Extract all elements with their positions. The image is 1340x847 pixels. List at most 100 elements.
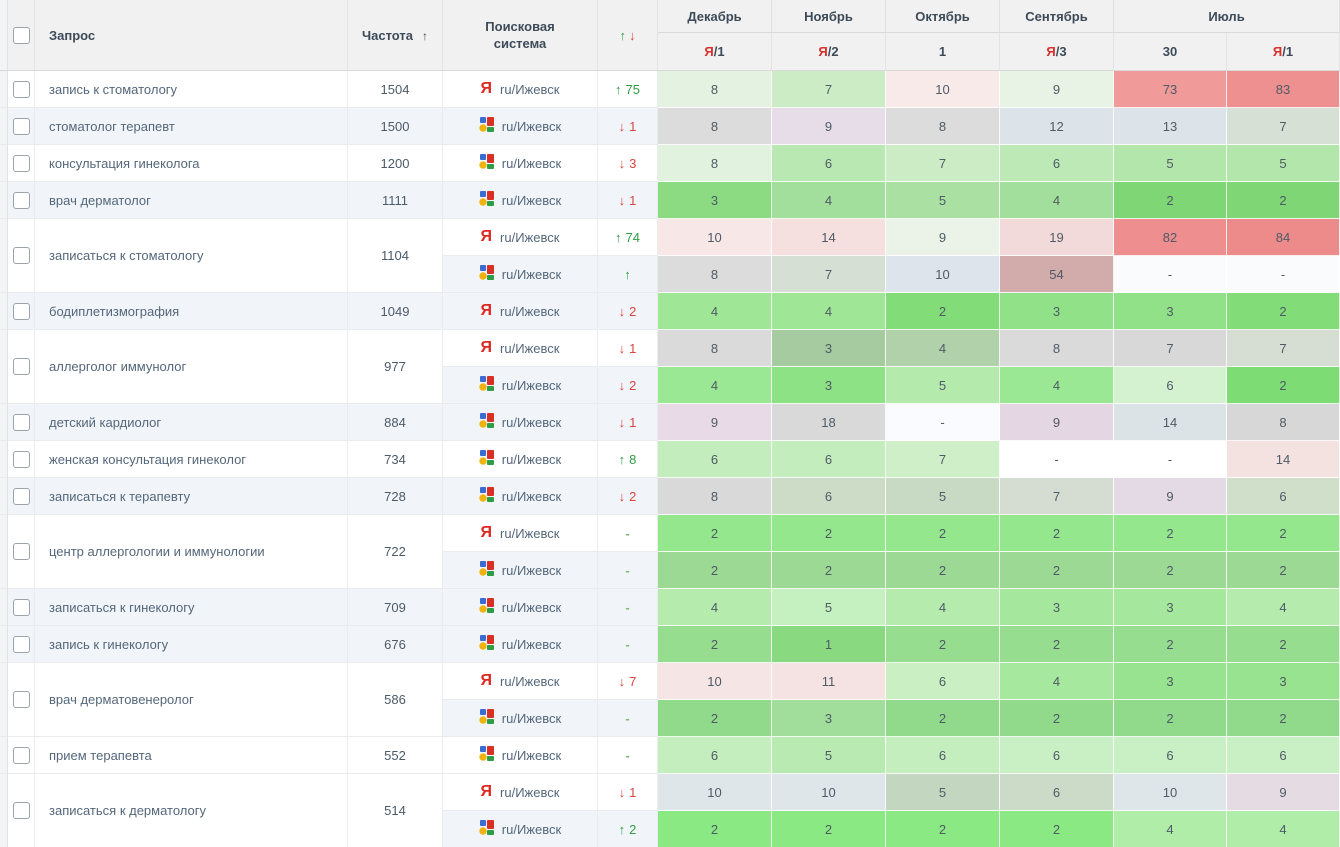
change-value: 1 [629, 340, 637, 356]
query-cell[interactable]: бодиплетизмография [35, 293, 348, 330]
row-checkbox[interactable] [12, 358, 30, 375]
position-cell: 2 [1227, 700, 1340, 737]
month-header[interactable]: Ноябрь [772, 0, 886, 33]
frequency-cell: 552 [348, 737, 443, 774]
engine-region-label: ru/Ижевск [500, 81, 560, 97]
query-cell[interactable]: запись к гинекологу [35, 626, 348, 663]
row-checkbox[interactable] [12, 598, 30, 616]
engine-cell: ru/Ижевск [443, 145, 598, 182]
row-checkbox[interactable] [12, 117, 30, 135]
engine-cell: ru/Ижевск [443, 737, 598, 774]
row-checkbox[interactable] [12, 302, 30, 320]
column-header-change[interactable]: ↑ ↓ [598, 0, 658, 71]
row-checkbox[interactable] [12, 746, 30, 764]
change-value: 1 [629, 192, 637, 208]
engine-date-header[interactable]: 1 [886, 33, 1000, 71]
query-cell[interactable]: стоматолог терапевт [35, 108, 348, 145]
engine-label: ru/Ижевск [479, 598, 561, 616]
engine-cell: ru/Ижевск [443, 367, 598, 404]
row-checkbox[interactable] [12, 80, 30, 98]
position-cell: 8 [658, 478, 772, 515]
position-cell: 2 [1000, 626, 1114, 663]
engine-date-header[interactable]: Я/1 [658, 33, 772, 71]
change-cell: - [598, 515, 658, 552]
google-icon [479, 635, 494, 653]
select-all-checkbox[interactable] [12, 26, 30, 44]
query-cell[interactable]: врач дерматовенеролог [35, 663, 348, 737]
table-row: записаться к гинекологу 709 ru/Ижевск -4 5 4 3… [0, 589, 1340, 626]
position-cell: 2 [1227, 182, 1340, 219]
position-cell: 5 [1227, 145, 1340, 182]
query-cell[interactable]: записаться к дерматологу [35, 774, 348, 847]
query-cell[interactable]: записаться к гинекологу [35, 589, 348, 626]
engine-date-header[interactable]: Я/1 [1227, 33, 1340, 71]
query-cell[interactable]: аллерголог иммунолог [35, 330, 348, 404]
column-header-query[interactable]: Запрос [35, 0, 348, 71]
query-cell[interactable]: записаться к терапевту [35, 478, 348, 515]
row-checkbox-cell [8, 478, 35, 515]
position-cell: 2 [886, 811, 1000, 847]
query-cell[interactable]: консультация гинеколога [35, 145, 348, 182]
row-checkbox[interactable] [12, 247, 30, 264]
query-cell[interactable]: женская консультация гинеколог [35, 441, 348, 478]
row-checkbox[interactable] [12, 802, 30, 819]
no-change-dash: - [625, 636, 630, 652]
position-cell: 2 [886, 700, 1000, 737]
row-checkbox[interactable] [12, 154, 30, 172]
engine-date-header[interactable]: Я/2 [772, 33, 886, 71]
month-header[interactable]: Октябрь [886, 0, 1000, 33]
query-cell[interactable]: запись к стоматологу [35, 71, 348, 108]
query-cell[interactable]: записаться к стоматологу [35, 219, 348, 293]
yandex-letter: Я [704, 44, 714, 59]
engine-label: ru/Ижевск [479, 709, 561, 727]
up-arrow-icon: ↑ [615, 229, 622, 245]
position-cell: 5 [886, 774, 1000, 811]
engine-label: ru/Ижевск [479, 487, 561, 505]
month-header[interactable]: Декабрь [658, 0, 772, 33]
query-cell[interactable]: детский кардиолог [35, 404, 348, 441]
position-cell: 3 [1227, 663, 1340, 700]
row-gutter [0, 182, 8, 219]
engine-label: ru/Ижевск [479, 191, 561, 209]
month-header[interactable]: Июль [1114, 0, 1340, 33]
position-cell: 82 [1114, 219, 1227, 256]
row-checkbox[interactable] [12, 450, 30, 468]
frequency-cell: 1049 [348, 293, 443, 330]
position-cell: 14 [1227, 441, 1340, 478]
engine-date-header[interactable]: Я/3 [1000, 33, 1114, 71]
position-cell: 4 [886, 589, 1000, 626]
position-cell: 8 [658, 71, 772, 108]
table-row: консультация гинеколога 1200 ru/Ижевск ↓ 3 8 6… [0, 145, 1340, 182]
position-cell: 9 [1114, 478, 1227, 515]
month-header[interactable]: Сентябрь [1000, 0, 1114, 33]
row-checkbox-cell [8, 626, 35, 663]
row-checkbox[interactable] [12, 487, 30, 505]
row-checkbox[interactable] [12, 413, 30, 431]
yandex-icon: Я [480, 80, 493, 97]
row-checkbox[interactable] [12, 691, 30, 708]
position-cell: 6 [772, 478, 886, 515]
query-cell[interactable]: прием терапевта [35, 737, 348, 774]
engine-date-header[interactable]: 30 [1114, 33, 1227, 71]
column-header-frequency[interactable]: Частота ↑ [348, 0, 443, 71]
engine-region-label: ru/Ижевск [501, 821, 562, 837]
row-gutter [0, 478, 8, 515]
engine-label: ru/Ижевск [479, 820, 561, 838]
query-cell[interactable]: центр аллергологии и иммунологии [35, 515, 348, 589]
down-arrow-icon: ↓ [618, 673, 626, 689]
position-cell: 9 [772, 108, 886, 145]
position-cell: 8 [658, 256, 772, 293]
select-all-cell [8, 0, 35, 71]
query-cell[interactable]: врач дерматолог [35, 182, 348, 219]
row-checkbox[interactable] [12, 543, 30, 560]
row-checkbox[interactable] [12, 191, 30, 209]
position-cell: 2 [1227, 293, 1340, 330]
table-row: ru/Ижевск ↓ 2 4 3 5 4 6 2 [0, 367, 1340, 404]
row-checkbox[interactable] [12, 635, 30, 653]
